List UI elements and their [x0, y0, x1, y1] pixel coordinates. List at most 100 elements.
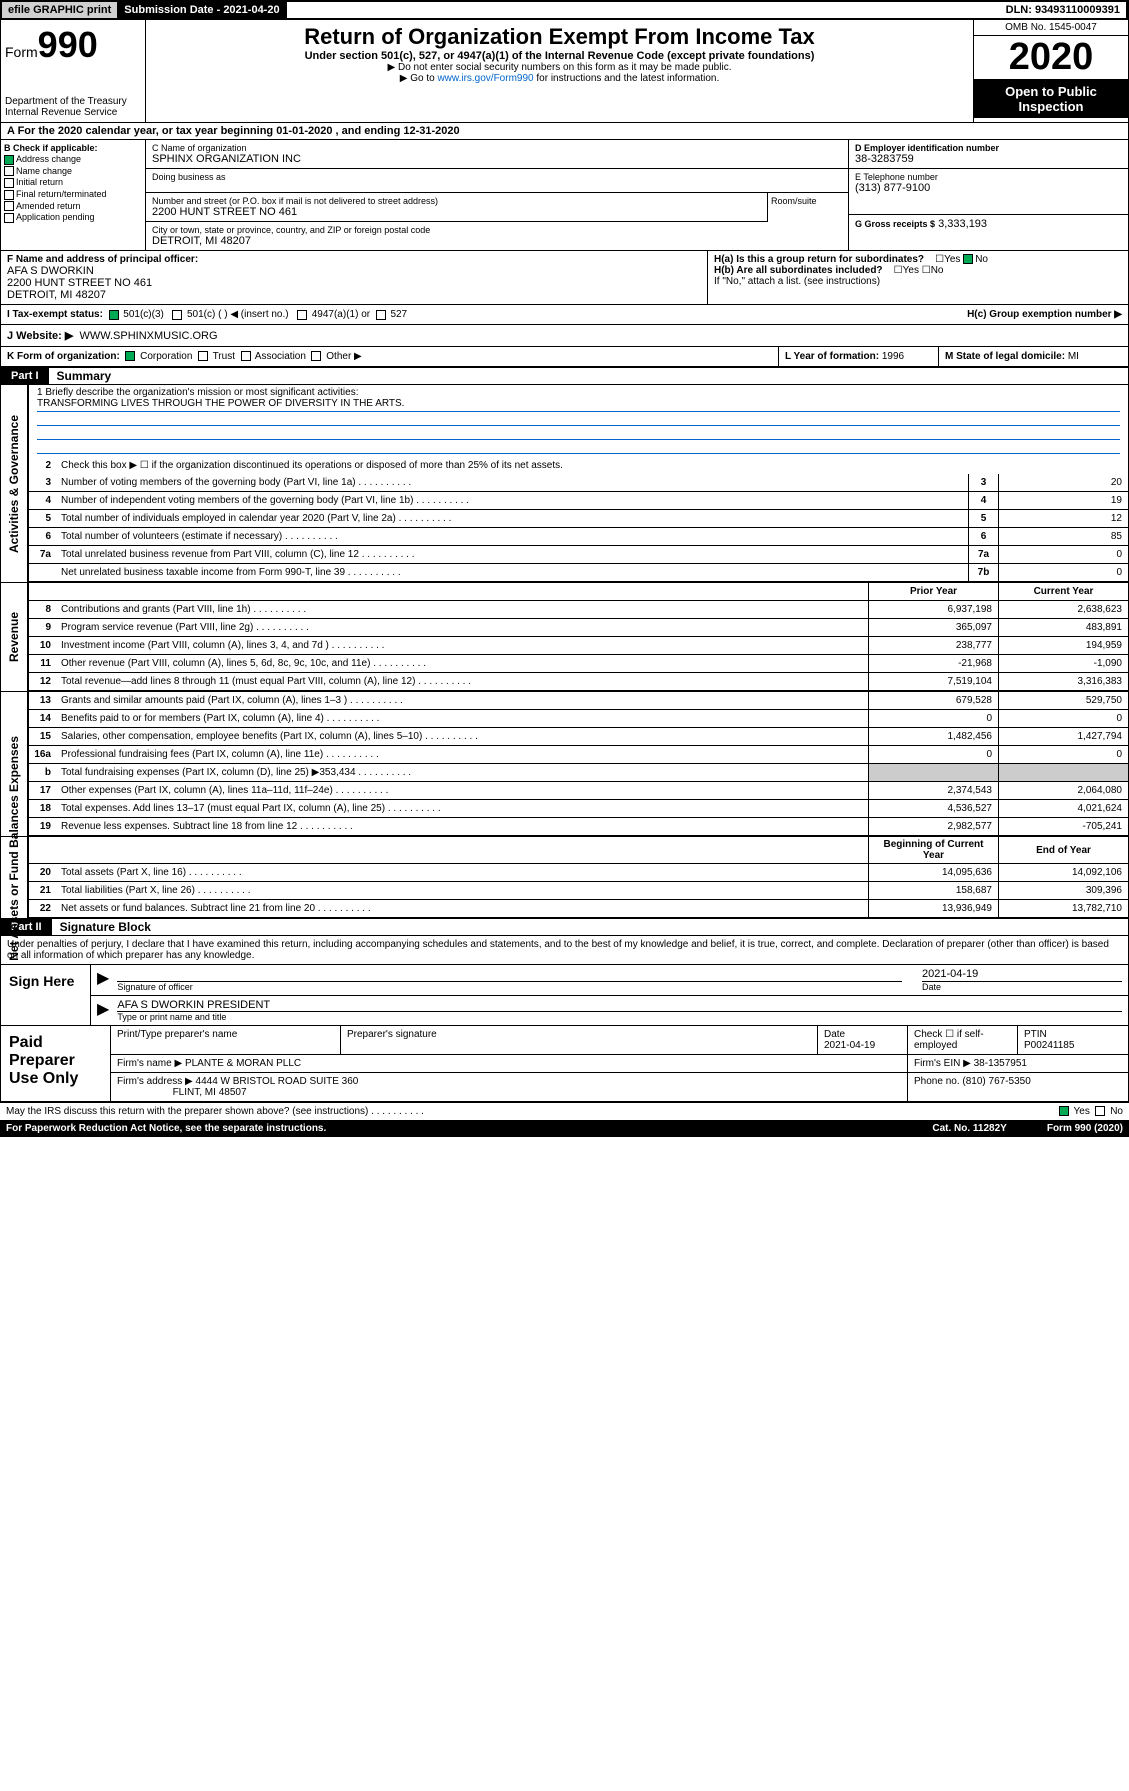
chk-assoc[interactable] — [241, 351, 251, 361]
room-suite-label: Room/suite — [768, 193, 848, 222]
chk-name[interactable]: Name change — [4, 166, 142, 177]
officer-row: F Name and address of principal officer:… — [0, 251, 1129, 305]
line-desc: Other revenue (Part VIII, column (A), li… — [57, 656, 868, 671]
org-name-label: C Name of organization — [152, 143, 842, 153]
chk-corp[interactable] — [125, 351, 135, 361]
line-desc: Investment income (Part VIII, column (A)… — [57, 638, 868, 653]
line-desc: Net assets or fund balances. Subtract li… — [57, 901, 868, 916]
tax-period: A For the 2020 calendar year, or tax yea… — [0, 123, 1129, 140]
side-revenue: Revenue — [7, 612, 21, 662]
line-desc: Benefits paid to or for members (Part IX… — [57, 711, 868, 726]
self-emp-check[interactable]: Check ☐ if self-employed — [908, 1026, 1018, 1054]
prior-val: 0 — [868, 746, 998, 763]
footer: For Paperwork Reduction Act Notice, see … — [0, 1120, 1129, 1137]
line-box: 3 — [968, 474, 998, 491]
hdr-end: End of Year — [998, 837, 1128, 863]
ptin: P00241185 — [1024, 1040, 1074, 1051]
prior-val: 2,982,577 — [868, 818, 998, 835]
line-desc: Total expenses. Add lines 13–17 (must eq… — [57, 801, 868, 816]
prior-val: 0 — [868, 710, 998, 727]
hb-note: If "No," attach a list. (see instruction… — [714, 276, 1122, 287]
officer-addr1: 2200 HUNT STREET NO 461 — [7, 277, 701, 289]
discuss-no[interactable] — [1095, 1106, 1105, 1116]
side-governance: Activities & Governance — [7, 414, 21, 552]
line-desc: Total number of individuals employed in … — [57, 511, 968, 526]
arrow-icon: ▶ — [97, 999, 109, 1022]
curr-val: 309,396 — [998, 882, 1128, 899]
state-domicile: MI — [1068, 351, 1079, 362]
prior-val: 679,528 — [868, 692, 998, 709]
chk-pending[interactable]: Application pending — [4, 212, 142, 223]
chk-final[interactable]: Final return/terminated — [4, 189, 142, 200]
line-desc: Number of independent voting members of … — [57, 493, 968, 508]
prior-val: -21,968 — [868, 655, 998, 672]
chk-527[interactable] — [376, 310, 386, 320]
hdr-begin: Beginning of Current Year — [868, 837, 998, 863]
gross-value: 3,333,193 — [938, 218, 987, 230]
website-url: WWW.SPHINXMUSIC.ORG — [79, 330, 217, 342]
curr-val: 0 — [998, 746, 1128, 763]
efile-print-button[interactable]: efile GRAPHIC print — [2, 2, 118, 18]
prior-val — [868, 764, 998, 781]
website-row: J Website: ▶ WWW.SPHINXMUSIC.ORG — [0, 325, 1129, 347]
line-desc: Salaries, other compensation, employee b… — [57, 729, 868, 744]
info-section: B Check if applicable: Address change Na… — [0, 140, 1129, 251]
submission-date: Submission Date - 2021-04-20 — [118, 2, 286, 18]
signature-section: Under penalties of perjury, I declare th… — [0, 935, 1129, 1102]
curr-val: 13,782,710 — [998, 900, 1128, 917]
form-header: Form990 Department of the Treasury Inter… — [0, 20, 1129, 123]
year-formation: 1996 — [882, 351, 904, 362]
arrow-icon: ▶ — [97, 968, 109, 992]
curr-val: 2,638,623 — [998, 601, 1128, 618]
prior-val: 6,937,198 — [868, 601, 998, 618]
phone-label: E Telephone number — [855, 172, 1122, 182]
phone-value: (313) 877-9100 — [855, 182, 1122, 194]
preparer-name-hdr: Print/Type preparer's name — [111, 1026, 341, 1054]
summary-net: Net Assets or Fund Balances Beginning of… — [0, 837, 1129, 919]
irs-link[interactable]: www.irs.gov/Form990 — [437, 73, 533, 84]
mission-label: 1 Briefly describe the organization's mi… — [37, 387, 1120, 398]
chk-4947[interactable] — [297, 310, 307, 320]
chk-address[interactable]: Address change — [4, 154, 142, 165]
hb-group: H(b) Are all subordinates included? ☐Yes… — [714, 265, 1122, 276]
line-desc: Professional fundraising fees (Part IX, … — [57, 747, 868, 762]
note-link: ▶ Go to www.irs.gov/Form990 for instruct… — [150, 73, 969, 84]
line-val: 85 — [998, 528, 1128, 545]
tax-status-row: I Tax-exempt status: 501(c)(3) 501(c) ( … — [0, 305, 1129, 325]
officer-name: AFA S DWORKIN — [7, 265, 701, 277]
line-desc: Total revenue—add lines 8 through 11 (mu… — [57, 674, 868, 689]
firm-ein: 38-1357951 — [974, 1058, 1027, 1069]
discuss-yes[interactable] — [1059, 1106, 1069, 1116]
prior-val: 7,519,104 — [868, 673, 998, 690]
hdr-prior: Prior Year — [868, 583, 998, 600]
line-desc: Total liabilities (Part X, line 26) — [57, 883, 868, 898]
line-val: 19 — [998, 492, 1128, 509]
curr-val: 3,316,383 — [998, 673, 1128, 690]
ein-value: 38-3283759 — [855, 153, 1122, 165]
chk-501c3[interactable] — [109, 310, 119, 320]
chk-trust[interactable] — [198, 351, 208, 361]
addr-label: Number and street (or P.O. box if mail i… — [152, 196, 761, 206]
top-bar: efile GRAPHIC print Submission Date - 20… — [0, 0, 1129, 20]
line-2: Check this box ▶ ☐ if the organization d… — [57, 458, 1128, 473]
chk-other[interactable] — [311, 351, 321, 361]
line-val: 20 — [998, 474, 1128, 491]
form-subtitle: Under section 501(c), 527, or 4947(a)(1)… — [150, 50, 969, 62]
prior-val: 13,936,949 — [868, 900, 998, 917]
prep-date: 2021-04-19 — [824, 1040, 875, 1051]
line-box: 7a — [968, 546, 998, 563]
org-name: SPHINX ORGANIZATION INC — [152, 153, 842, 165]
firm-addr2: FLINT, MI 48507 — [173, 1087, 247, 1098]
chk-501c[interactable] — [172, 310, 182, 320]
curr-val: 483,891 — [998, 619, 1128, 636]
line-desc: Total number of volunteers (estimate if … — [57, 529, 968, 544]
org-form-row: K Form of organization: Corporation Trus… — [0, 347, 1129, 367]
gross-label: G Gross receipts $ — [855, 219, 935, 229]
curr-val: -705,241 — [998, 818, 1128, 835]
check-b-label: B Check if applicable: — [4, 143, 142, 153]
chk-amended[interactable]: Amended return — [4, 201, 142, 212]
chk-initial[interactable]: Initial return — [4, 177, 142, 188]
summary-governance: Activities & Governance 1 Briefly descri… — [0, 384, 1129, 583]
side-net: Net Assets or Fund Balances — [7, 795, 21, 961]
prior-val: 1,482,456 — [868, 728, 998, 745]
